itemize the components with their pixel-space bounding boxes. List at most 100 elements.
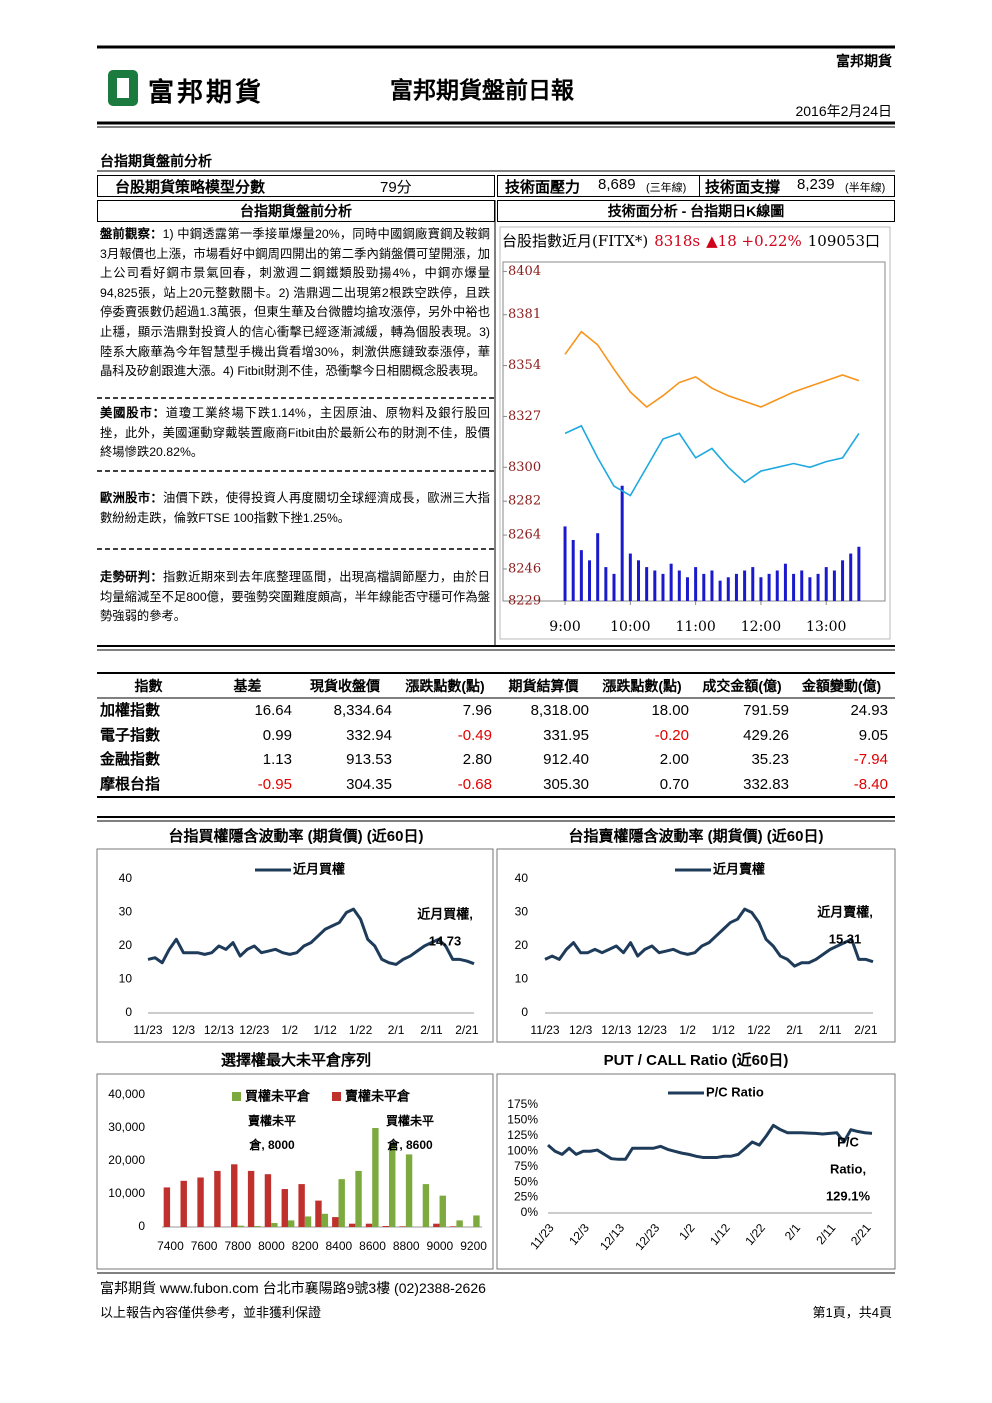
table-cell: 332.94 (346, 726, 392, 744)
table-cell: -7.94 (853, 751, 888, 768)
y-tick-label: 100% (507, 1143, 538, 1157)
y-tick-label: 10 (119, 972, 133, 986)
table-cell: 913.53 (346, 751, 392, 768)
bar (237, 1225, 244, 1227)
x-tick-label: 11/23 (530, 1023, 559, 1037)
x-tick-label: 8200 (292, 1239, 319, 1253)
bar (473, 1215, 480, 1227)
volume-bar (792, 573, 796, 601)
volume-bar (710, 570, 714, 601)
y-tick-label: 8404 (508, 264, 541, 279)
table-header: 基差 (233, 678, 262, 694)
volume-bar (702, 573, 706, 601)
row-label: 金融指數 (100, 751, 161, 768)
x-tick-label: 2/11 (420, 1023, 443, 1037)
x-tick-label: 1/22 (742, 1221, 768, 1248)
annotation: Ratio, (830, 1161, 866, 1176)
table-header: 金額變動(億) (801, 678, 882, 694)
support-value: 8,239 (797, 176, 835, 193)
panel-header: 台指期貨盤前分析 (240, 203, 352, 219)
volume-bar (685, 577, 689, 601)
x-tick-label: 1/12 (707, 1221, 733, 1248)
y-tick-label: 8381 (508, 307, 541, 322)
bar (304, 1216, 312, 1227)
volume-bar (718, 580, 722, 601)
row-label: 加權指數 (100, 702, 161, 719)
summary-box (97, 175, 495, 197)
table-cell: 35.23 (751, 751, 789, 768)
x-tick-label: 2/21 (455, 1023, 479, 1037)
volume-bar (571, 539, 575, 601)
bar (321, 1213, 329, 1227)
volume-bar (849, 553, 853, 601)
x-tick-label: 12/13 (204, 1023, 234, 1037)
y-tick-label: 8327 (508, 409, 541, 424)
title-part: 台股指數近月(FITX*) (502, 232, 648, 250)
price-line (564, 424, 860, 497)
x-tick-label: 2/1 (786, 1023, 803, 1037)
bar (389, 1144, 396, 1227)
summary-box (497, 175, 895, 197)
footer-disclaimer: 以上報告內容僅供參考，並非獲利保證 (100, 1305, 322, 1320)
analysis-text: 指數近期來到去年底整理區間，出現高檔調節壓力，由於日均量縮減至不足800億，要強… (100, 570, 490, 624)
chart-header: PUT / CALL Ratio (近60日) (603, 1052, 789, 1069)
y-tick-label: 20,000 (108, 1153, 145, 1167)
bar (338, 1179, 345, 1227)
y-tick-label: 10,000 (108, 1186, 145, 1200)
volume-bar (604, 567, 608, 601)
table-cell: 304.35 (346, 775, 392, 793)
table-cell: 2.80 (462, 751, 492, 768)
bar (214, 1170, 221, 1227)
logo-text: 富邦期貨 (148, 77, 265, 107)
volume-bar (636, 560, 640, 601)
volume-bar (759, 577, 763, 601)
volume-bar (734, 573, 738, 601)
table-header: 漲跌點數(點) (405, 678, 485, 694)
volume-bar (775, 570, 779, 601)
x-tick-label: 8400 (325, 1239, 352, 1253)
bar (197, 1177, 204, 1227)
legend-swatch (232, 1092, 241, 1101)
table-header: 成交金額(億) (702, 678, 782, 694)
y-tick-label: 125% (507, 1128, 538, 1142)
y-tick-label: 8246 (508, 561, 541, 576)
volume-bar (832, 570, 836, 601)
bar (382, 1226, 390, 1227)
y-tick-label: 30 (119, 905, 133, 919)
annotation: 買權未平 (386, 1113, 434, 1128)
bar (271, 1223, 278, 1227)
volume-bar (645, 567, 649, 601)
table-cell: 331.95 (543, 726, 589, 744)
bar (439, 1195, 446, 1227)
table-cell: 9.05 (858, 726, 888, 744)
panel-header-box (497, 200, 895, 222)
annotation: 129.1% (826, 1188, 871, 1203)
table-cell: -0.68 (457, 775, 492, 793)
y-tick-label: 0 (138, 1219, 145, 1233)
x-tick-label: 12/3 (566, 1221, 592, 1248)
row-label: 電子指數 (100, 726, 161, 744)
x-tick-label: 11/23 (133, 1023, 162, 1037)
y-tick-label: 20 (119, 938, 133, 952)
x-tick-label: 9:00 (549, 619, 580, 635)
divider (699, 175, 700, 197)
legend-label: 賣權未平倉 (345, 1088, 411, 1103)
volume-bar (677, 570, 681, 601)
resistance-label: 技術面壓力 (505, 179, 581, 196)
table-header: 現貨收盤價 (310, 678, 380, 694)
volume-bar (653, 570, 657, 601)
analysis-text: 油價下跌，使得投資人再度關切全球經濟成長，歐洲三大指數紛紛走跌，倫敦FTSE 1… (100, 491, 490, 525)
section-title: 台指期貨盤前分析 (100, 153, 212, 169)
y-tick-label: 30 (515, 905, 529, 919)
volume-bar (800, 570, 804, 601)
brand-top: 富邦期貨 (836, 53, 892, 69)
analysis-label: 美國股市： (100, 406, 166, 420)
y-tick-label: 75% (514, 1159, 538, 1173)
bar (355, 1170, 362, 1227)
x-tick-label: 8000 (258, 1239, 285, 1253)
x-tick-label: 12/3 (569, 1023, 593, 1037)
volume-bar (694, 567, 698, 601)
table-cell: 305.30 (543, 775, 589, 793)
chart-title: 台股指數近月(FITX*) 8318s ▲18 +0.22% 109053口 (502, 232, 880, 250)
